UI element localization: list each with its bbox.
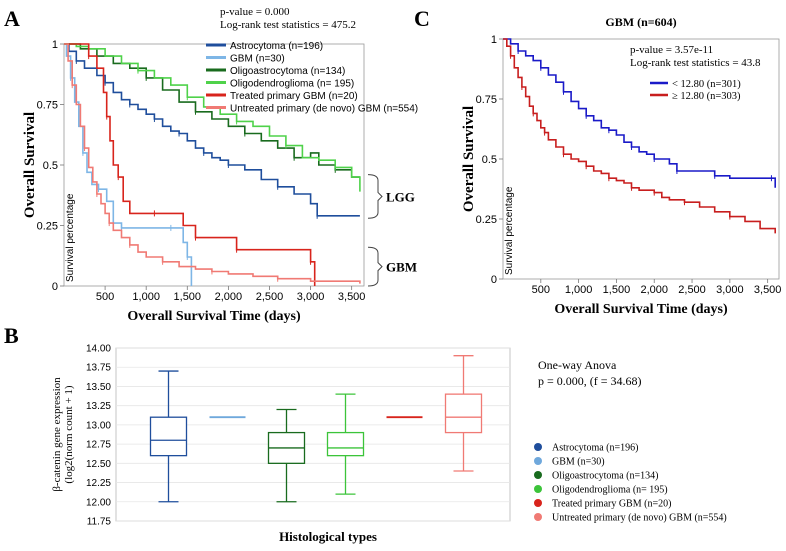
legend-label-0: < 12.80 (n=301) xyxy=(672,79,741,90)
box-body-5 xyxy=(444,393,483,434)
anova-result: p = 0.000, (f = 34.68) xyxy=(538,374,642,388)
x-tick-label: 3,000 xyxy=(297,291,325,303)
legend-dot-4 xyxy=(534,499,542,507)
x-tick-label: 2,000 xyxy=(640,284,668,296)
panel-label-c: C xyxy=(414,6,430,31)
plot-frame xyxy=(502,38,780,280)
y-axis-title-line1: β-catenin gene expression xyxy=(51,377,63,492)
stat-pvalue: p-value = 0.000 xyxy=(220,6,290,18)
y-tick-label: 1 xyxy=(52,39,58,51)
y-tick-label: 13.50 xyxy=(86,382,111,393)
x-tick-label: 1,500 xyxy=(174,291,202,303)
legend-dot-0 xyxy=(534,443,542,451)
panel-label-b: B xyxy=(4,323,19,348)
legend-dot-3 xyxy=(534,485,542,493)
legend-label-4: Treated primary GBM (n=20) xyxy=(230,91,358,102)
box-2 xyxy=(267,408,306,503)
box-0 xyxy=(149,370,188,503)
legend-label-2: Oligoastrocytoma (n=134) xyxy=(230,66,345,77)
bracket-lgg xyxy=(367,174,383,219)
legend-label-5: Untreated primary (de novo) GBM (n=554) xyxy=(230,104,418,115)
stat-logrank: Log-rank test statistics = 43.8 xyxy=(630,57,761,69)
y-tick-label: 1 xyxy=(491,34,497,46)
x-tick-label: 500 xyxy=(96,291,114,303)
chart-title: GBM (n=604) xyxy=(605,15,676,29)
x-tick-label: 2,500 xyxy=(678,284,706,296)
y-axis-title: Overall Survival xyxy=(461,106,477,212)
x-axis-title: Histological types xyxy=(279,529,377,544)
x-tick-label: 1,500 xyxy=(603,284,631,296)
y-tick-label: 12.75 xyxy=(86,440,111,451)
x-tick-label: 3,500 xyxy=(754,284,782,296)
legend-label-5: Untreated primary (de novo) GBM (n=554) xyxy=(552,513,727,524)
box-body-3 xyxy=(326,431,365,457)
x-tick-label: 2,500 xyxy=(256,291,284,303)
x-tick-label: 500 xyxy=(532,284,550,296)
bracket-label-lgg: LGG xyxy=(386,189,415,204)
legend-label-3: Oligodendroglioma (n= 195) xyxy=(230,79,354,90)
legend-label-0: Astrocytoma (n=196) xyxy=(552,443,638,454)
y-axis-title: Overall Survival xyxy=(22,112,38,218)
box-body-0 xyxy=(149,416,188,457)
y-tick-label: 0 xyxy=(52,281,58,293)
y-tick-label: 13.75 xyxy=(86,363,111,374)
box-3 xyxy=(326,393,365,495)
box-5 xyxy=(444,355,483,472)
y-tick-label: 0.75 xyxy=(476,94,497,106)
legend-label-2: Oligoastrocytoma (n=134) xyxy=(552,471,658,482)
km-curve-2 xyxy=(64,43,360,178)
y-axis-title-line2: (log2(norm count + 1) xyxy=(63,385,75,483)
x-tick-label: 1,000 xyxy=(565,284,593,296)
y-tick-label: 12.50 xyxy=(86,459,111,470)
x-tick-label: 1,000 xyxy=(132,291,160,303)
inner-y-label: Survival percentage xyxy=(504,186,515,275)
anova-title: One-way Anova xyxy=(538,358,617,372)
y-tick-label: 13.25 xyxy=(86,401,111,412)
legend-label-3: Oligodendroglioma (n= 195) xyxy=(552,485,668,496)
km-curve-4 xyxy=(64,43,316,286)
x-axis-title: Overall Survival Time (days) xyxy=(554,302,728,317)
panel-c-km-plot: 0 0.25 0.5 0.75 1 500 1,000 1,500 2,000 2,500 3,00… xyxy=(461,15,781,317)
x-tick-label: 3,500 xyxy=(338,291,366,303)
y-tick-label: 0 xyxy=(491,274,497,286)
panel-a-km-plot: 0 0.25 0.5 0.75 1 500 1,000 1,500 2,000 2,500 3,00… xyxy=(22,6,418,324)
bracket-gbm xyxy=(367,246,383,287)
y-tick-label: 14.00 xyxy=(86,344,111,355)
y-tick-label: 12.25 xyxy=(86,478,111,489)
km-curve-1 xyxy=(503,38,776,234)
y-tick-label: 0.25 xyxy=(476,214,497,226)
x-axis-title: Overall Survival Time (days) xyxy=(127,309,301,324)
legend-label-4: Treated primary GBM (n=20) xyxy=(552,499,671,510)
x-tick-label: 3,000 xyxy=(716,284,744,296)
y-tick-label: 11.75 xyxy=(87,517,112,528)
y-tick-label: 0.5 xyxy=(43,160,58,172)
y-tick-label: 13.00 xyxy=(86,420,111,431)
y-tick-label: 0.75 xyxy=(37,100,58,112)
km-curve-5 xyxy=(64,43,361,284)
y-tick-label: 0.5 xyxy=(482,154,497,166)
legend-label-1: ≥ 12.80 (n=303) xyxy=(672,91,741,102)
legend-label-0: Astrocytoma (n=196) xyxy=(230,41,323,52)
y-tick-label: 0.25 xyxy=(37,221,58,233)
y-tick-label: 12.00 xyxy=(86,497,111,508)
panel-b-box-plot: 11.75 12.00 12.25 12.50 12.75 13.00 13.25 13.50… xyxy=(51,344,727,545)
inner-y-label: Survival percentage xyxy=(65,193,76,282)
panel-label-a: A xyxy=(4,6,20,31)
legend-dot-2 xyxy=(534,471,542,479)
legend-dot-1 xyxy=(534,457,542,465)
stat-logrank: Log-rank test statistics = 475.2 xyxy=(220,19,356,31)
x-tick-label: 2,000 xyxy=(215,291,243,303)
legend-dot-5 xyxy=(534,513,542,521)
legend-label-1: GBM (n=30) xyxy=(552,457,605,468)
stat-pvalue: p-value = 3.57e-11 xyxy=(630,44,713,56)
bracket-label-gbm: GBM xyxy=(386,260,417,275)
legend-label-1: GBM (n=30) xyxy=(230,54,285,65)
